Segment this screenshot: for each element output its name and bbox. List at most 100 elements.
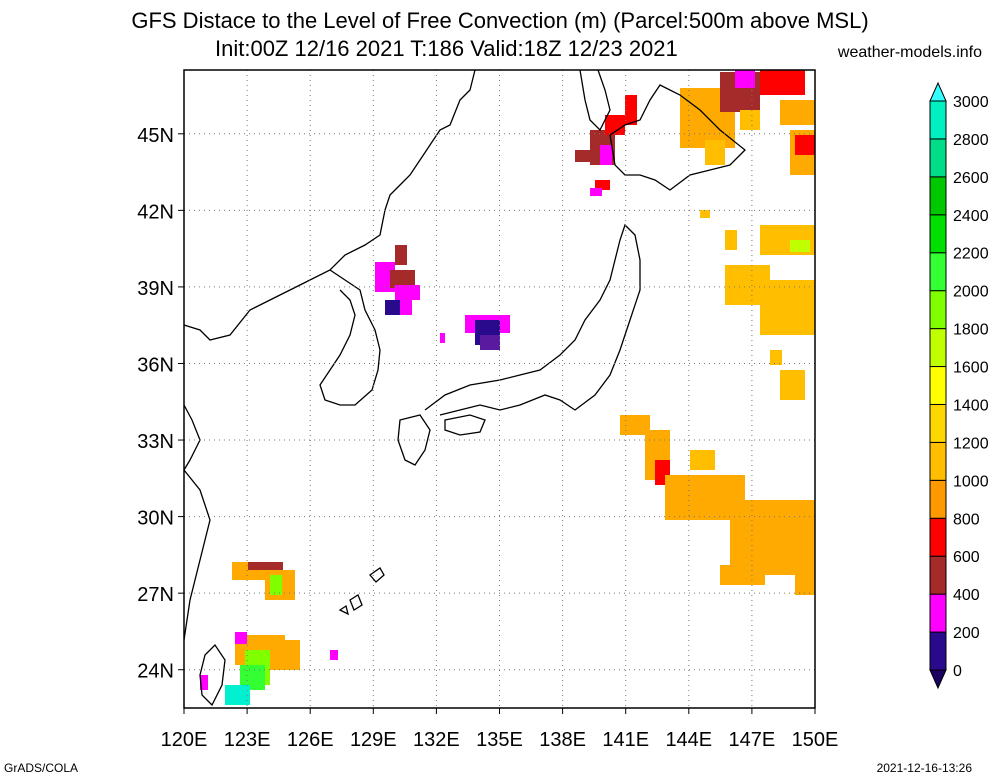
x-tick-label: 138E xyxy=(539,729,586,751)
x-tick-label: 135E xyxy=(476,729,523,751)
colorbar-swatch xyxy=(929,479,947,519)
x-tick-label: 147E xyxy=(729,729,776,751)
colorbar-label: 1800 xyxy=(953,322,989,339)
colorbar-label: 2000 xyxy=(953,284,989,301)
field-patch xyxy=(790,240,810,252)
colorbar-swatch xyxy=(929,403,947,443)
field-patch xyxy=(740,110,760,130)
y-tick-label: 27N xyxy=(137,584,174,606)
field-patch xyxy=(385,300,400,315)
render-timestamp: 2021-12-16-13:26 xyxy=(876,761,972,775)
x-tick-label: 123E xyxy=(224,729,271,751)
coastline-korea xyxy=(319,269,381,406)
colorbar-label: 2200 xyxy=(953,246,989,263)
coastline-ryukyu xyxy=(338,567,385,616)
colorbar-label: 1400 xyxy=(953,397,989,414)
site-credit: weather-models.info xyxy=(837,44,982,61)
map-frame xyxy=(183,69,816,709)
field-patch xyxy=(270,640,300,670)
colorbar-label: 400 xyxy=(953,587,980,604)
colorbar-swatch xyxy=(929,290,947,330)
colorbar-label: 2400 xyxy=(953,208,989,225)
field-patch xyxy=(625,95,637,125)
y-tick-label: 33N xyxy=(137,431,174,453)
colorbar-label: 2800 xyxy=(953,132,989,149)
y-tick-label: 42N xyxy=(137,201,174,223)
map-title: GFS Distace to the Level of Free Convect… xyxy=(131,8,869,33)
colorbar-under-arrow xyxy=(929,669,947,690)
field-patch xyxy=(690,450,715,470)
colorbar-label: 0 xyxy=(953,663,962,680)
field-patch xyxy=(235,632,247,644)
coastline-shikoku xyxy=(444,414,486,436)
field-patch xyxy=(760,280,815,335)
colorbar-label: 1200 xyxy=(953,435,989,452)
field-patch xyxy=(440,333,445,343)
coastline-hokkaido xyxy=(609,84,746,191)
colorbar-label: 1000 xyxy=(953,473,989,490)
field-patch xyxy=(730,500,815,575)
x-tick-label: 150E xyxy=(792,729,839,751)
field-patch xyxy=(760,70,805,95)
y-tick-label: 36N xyxy=(137,354,174,376)
field-patch xyxy=(225,685,250,705)
y-tick-label: 24N xyxy=(137,661,174,683)
field-patch xyxy=(248,562,283,570)
colorbar-swatch xyxy=(929,555,947,595)
y-tick-label: 45N xyxy=(137,125,174,147)
coastline-china-east xyxy=(183,404,201,471)
coastline-taiwan xyxy=(199,643,226,707)
field-patch xyxy=(480,335,500,350)
field-patch xyxy=(725,230,737,250)
x-tick-label: 120E xyxy=(161,729,208,751)
field-patch xyxy=(770,350,782,365)
colorbar-swatch xyxy=(929,441,947,481)
colorbar-swatch xyxy=(929,328,947,368)
x-tick-label: 132E xyxy=(413,729,460,751)
colorbar-swatch xyxy=(929,593,947,633)
coastlines xyxy=(183,69,746,707)
field-shading xyxy=(200,70,815,705)
field-patch xyxy=(590,188,602,196)
field-patch xyxy=(620,415,650,435)
x-tick-label: 129E xyxy=(350,729,397,751)
field-patch xyxy=(700,210,710,218)
colorbar-label: 1600 xyxy=(953,360,989,377)
colorbar-label: 200 xyxy=(953,625,980,642)
field-patch xyxy=(605,115,625,135)
colorbar-swatch xyxy=(929,100,947,140)
colorbar-label: 800 xyxy=(953,511,980,528)
colorbar-swatch xyxy=(929,517,947,557)
field-patch xyxy=(270,575,282,595)
software-credit: GrADS/COLA xyxy=(4,761,79,775)
coastline-china-southeast xyxy=(183,469,211,641)
colorbar: 0 200 400 600 800 1000 1200 1400 1600 1800 2000 220… xyxy=(929,81,989,690)
field-patch xyxy=(720,565,765,585)
plot-axes: 120E 123E 126E 129E 132E 135E 138E 141E 144E 147E… xyxy=(137,69,839,751)
field-patch xyxy=(390,270,415,288)
colorbar-label: 3000 xyxy=(953,94,989,111)
coastline-mainland-asia xyxy=(183,69,476,341)
field-patch xyxy=(395,245,407,265)
colorbar-swatch xyxy=(929,214,947,254)
field-patch xyxy=(200,675,208,690)
map-subtitle: Init:00Z 12/16 2021 T:186 Valid:18Z 12/2… xyxy=(215,36,678,61)
field-patch xyxy=(395,285,420,300)
coastline-kyushu xyxy=(397,414,431,466)
x-tick-label: 144E xyxy=(665,729,712,751)
x-tick-label: 141E xyxy=(602,729,649,751)
field-patch xyxy=(705,140,725,165)
field-patch xyxy=(780,100,815,125)
colorbar-swatch xyxy=(929,252,947,292)
field-patch xyxy=(600,145,612,165)
colorbar-swatch xyxy=(929,631,947,671)
y-tick-label: 39N xyxy=(137,278,174,300)
coastline-sakhalin xyxy=(579,69,611,132)
colorbar-label: 2600 xyxy=(953,170,989,187)
x-tick-label: 126E xyxy=(287,729,334,751)
field-patch xyxy=(735,70,755,88)
field-patch xyxy=(400,300,412,315)
field-patch xyxy=(780,370,805,400)
colorbar-swatch xyxy=(929,366,947,405)
